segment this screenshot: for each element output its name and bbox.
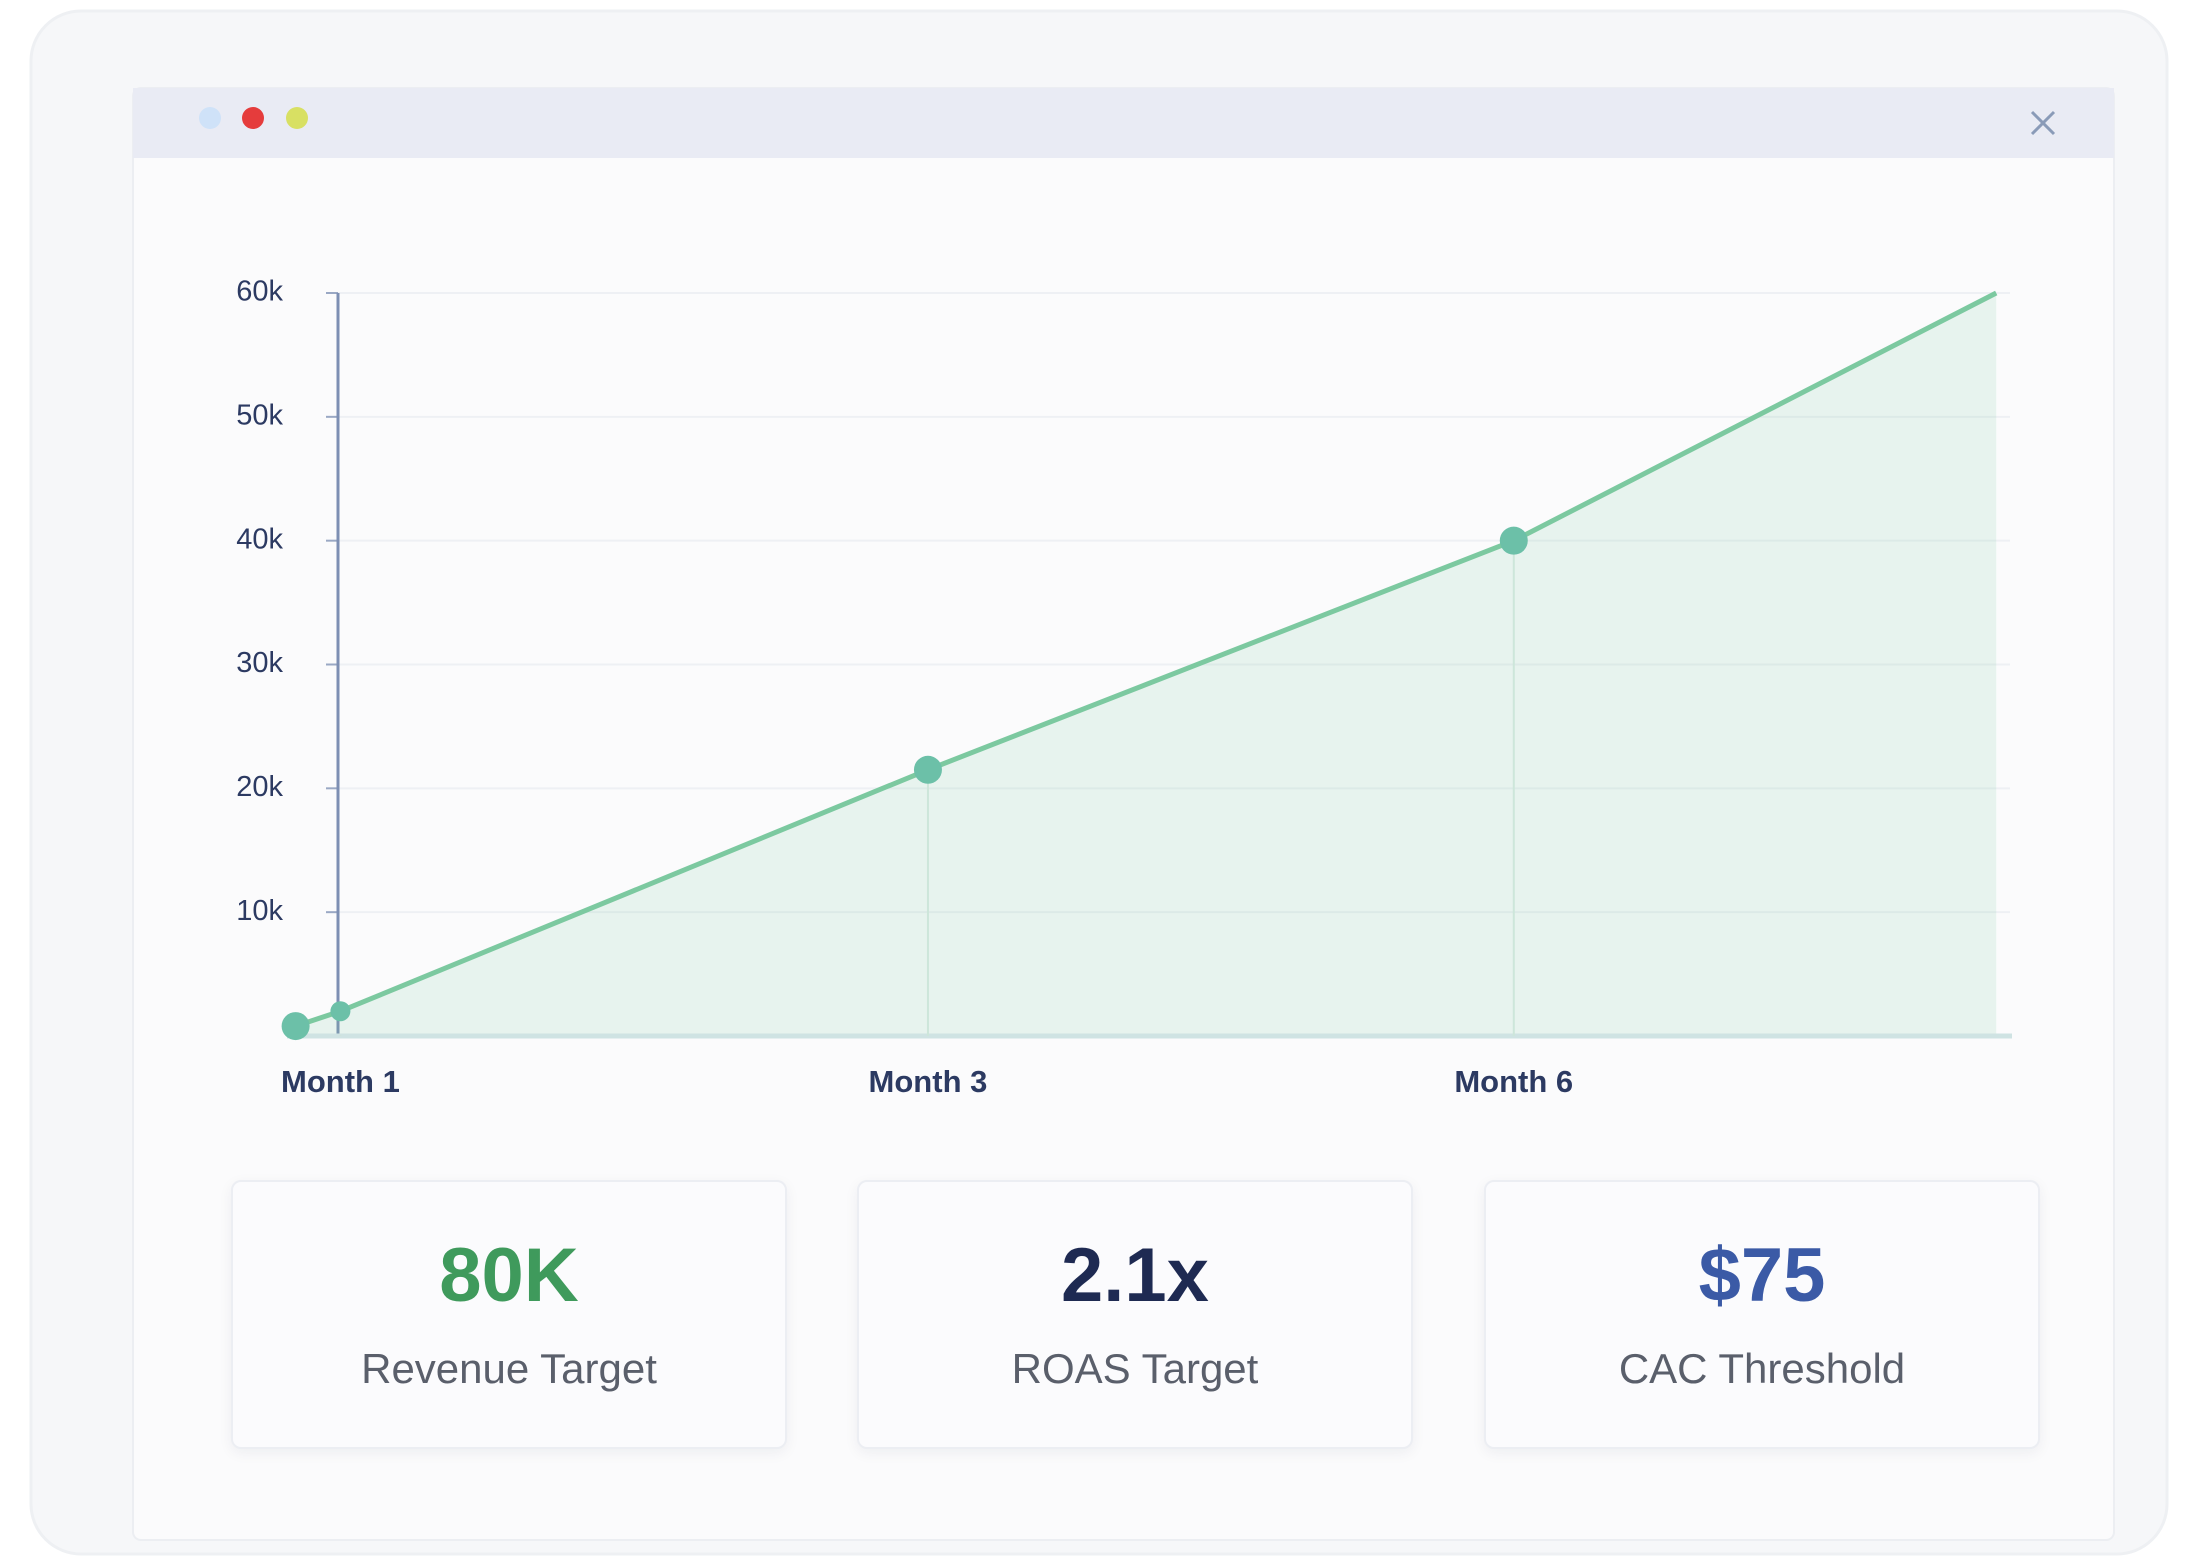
y-tick-label: 60k bbox=[236, 276, 283, 308]
kpi-value: 80K bbox=[439, 1233, 579, 1318]
window-dot[interactable] bbox=[242, 107, 264, 129]
kpi-label: CAC Threshold bbox=[1618, 1345, 1906, 1392]
area bbox=[295, 293, 1997, 1036]
point bbox=[281, 1012, 310, 1041]
kpi-card: $75 CAC Threshold bbox=[1484, 1180, 2040, 1449]
kpi-value: 2.1x bbox=[1061, 1233, 1209, 1318]
point bbox=[330, 1001, 351, 1022]
x-tick-label: Month 6 bbox=[1454, 1064, 1573, 1099]
close-button[interactable] bbox=[2030, 110, 2056, 136]
kpi-value: $75 bbox=[1698, 1233, 1826, 1318]
kpi-card: 2.1x ROAS Target bbox=[857, 1180, 1413, 1449]
point bbox=[913, 755, 942, 784]
x-tick-label: Month 3 bbox=[869, 1064, 988, 1099]
x-tick-label: Month 1 bbox=[281, 1064, 400, 1099]
kpi-card: 80K Revenue Target bbox=[231, 1180, 787, 1449]
y-tick-label: 20k bbox=[236, 771, 283, 803]
y-tick-label: 10k bbox=[236, 895, 283, 927]
y-tick-label: 30k bbox=[236, 647, 283, 679]
y-tick-label: 50k bbox=[236, 399, 283, 431]
kpi-label: ROAS Target bbox=[1011, 1345, 1259, 1392]
kpi-label: Revenue Target bbox=[361, 1345, 657, 1392]
y-tick-label: 40k bbox=[236, 523, 283, 555]
window-dot[interactable] bbox=[199, 107, 221, 129]
point bbox=[1499, 526, 1528, 555]
window-dot[interactable] bbox=[286, 107, 308, 129]
title-bar bbox=[133, 88, 2114, 158]
